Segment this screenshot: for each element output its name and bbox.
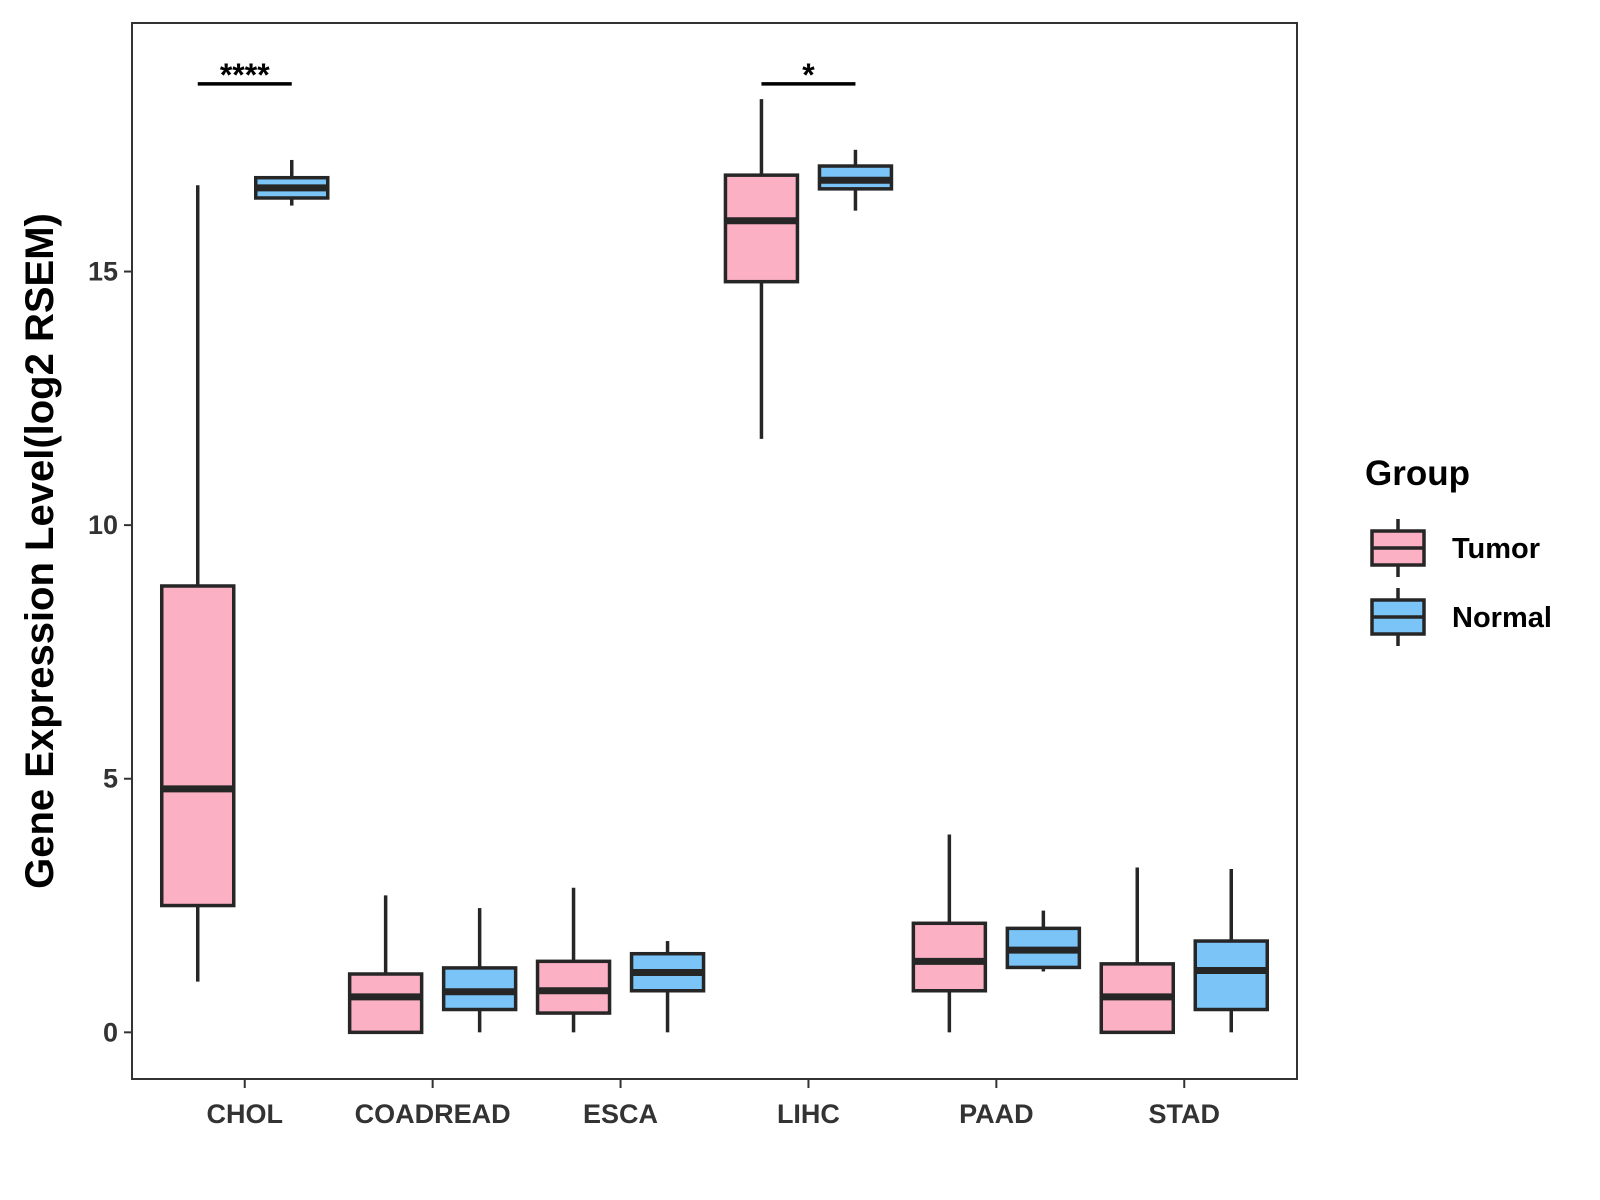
box-normal-lihc (817, 149, 894, 211)
box-iqr (159, 584, 236, 908)
legend-label: Normal (1452, 602, 1552, 634)
box-tumor-paad (911, 834, 988, 1033)
box-series (159, 99, 1270, 1035)
y-axis-title: Gene Expression Level(log2 RSEM) (18, 213, 62, 889)
box-iqr (347, 972, 424, 1035)
legend-label: Tumor (1452, 533, 1540, 565)
box-tumor-stad (1099, 867, 1176, 1035)
box-iqr (535, 959, 612, 1015)
y-tick-label: 15 (88, 257, 118, 287)
x-tick-label: CHOL (206, 1099, 283, 1129)
box-normal-chol (253, 159, 330, 206)
box-normal-paad (1005, 910, 1082, 972)
box-iqr (911, 921, 988, 993)
box-normal-stad (1193, 869, 1270, 1033)
significance-label: **** (220, 57, 270, 93)
x-tick-label: PAAD (959, 1099, 1034, 1129)
box-normal-esca (629, 941, 706, 1033)
x-tick-label: STAD (1149, 1099, 1221, 1129)
significance-label: * (802, 57, 815, 93)
box-tumor-esca (535, 887, 612, 1033)
x-tick-label: LIHC (777, 1099, 840, 1129)
x-axis: CHOL COADREAD ESCA LIHC PAAD STAD (206, 1079, 1220, 1129)
legend-title: Group (1365, 454, 1470, 493)
x-tick-label: COADREAD (355, 1099, 511, 1129)
significance-annotations: **** * (197, 57, 856, 93)
x-tick-label: ESCA (583, 1099, 658, 1129)
legend-key-tumor (1370, 519, 1426, 577)
legend-key-normal (1370, 588, 1426, 646)
y-tick-label: 5 (103, 764, 118, 794)
box-tumor-chol (159, 185, 236, 982)
y-tick-label: 0 (103, 1017, 118, 1047)
box-normal-coadread (441, 908, 518, 1033)
box-iqr (723, 173, 800, 284)
legend: Group Tumor Normal (1365, 454, 1552, 646)
y-tick-label: 10 (88, 510, 118, 540)
y-axis: 0 5 10 15 (88, 257, 132, 1047)
box-iqr (1193, 939, 1270, 1012)
box-tumor-coadread (347, 895, 424, 1035)
box-tumor-lihc (723, 99, 800, 439)
